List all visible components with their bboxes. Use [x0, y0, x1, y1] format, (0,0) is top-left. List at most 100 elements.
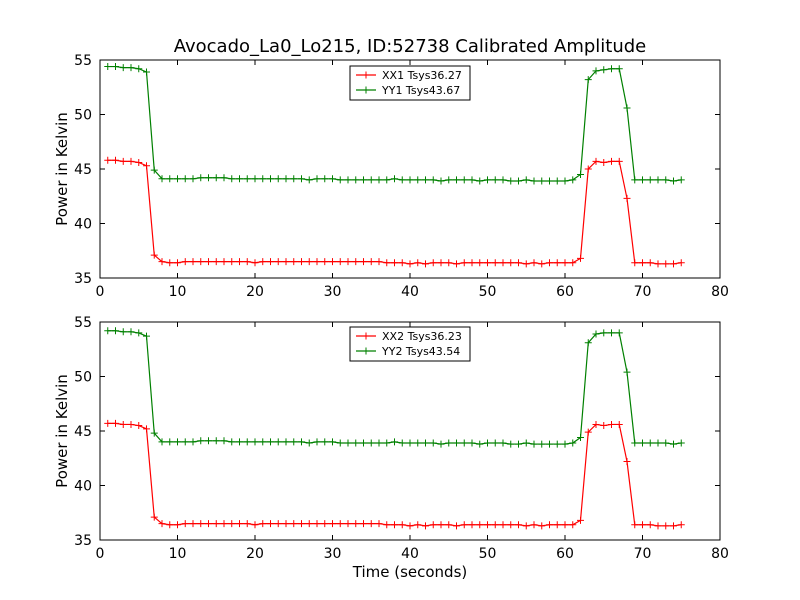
y-tick-label: 35	[74, 533, 92, 549]
data-point	[677, 259, 685, 267]
data-point	[344, 439, 352, 447]
data-point	[243, 258, 251, 266]
data-point	[677, 176, 685, 184]
data-point	[484, 259, 491, 267]
data-point	[135, 65, 143, 73]
data-point	[422, 260, 429, 268]
data-point	[267, 438, 274, 446]
y-tick-label: 50	[74, 108, 92, 124]
legend-label: YY1 Tsys43.67	[381, 84, 460, 97]
data-point	[646, 521, 654, 529]
legend: XX1 Tsys36.27 YY1 Tsys43.67	[349, 65, 471, 101]
data-point	[553, 440, 561, 448]
legend-label: XX2 Tsys36.23	[382, 330, 462, 343]
x-tick-label: 60	[556, 284, 574, 300]
data-point	[112, 156, 119, 164]
data-point	[608, 65, 615, 73]
data-point	[484, 439, 491, 447]
data-point	[507, 440, 515, 448]
x-tick-label: 50	[479, 284, 497, 300]
data-point	[615, 329, 623, 337]
data-point	[484, 521, 491, 529]
data-point	[662, 176, 670, 184]
data-point	[251, 259, 259, 267]
data-point	[197, 174, 205, 182]
data-point	[321, 258, 329, 266]
data-point	[112, 419, 119, 427]
data-point	[189, 258, 197, 266]
data-point	[429, 521, 437, 529]
data-point	[499, 176, 507, 184]
data-point	[290, 258, 298, 266]
data-point	[243, 520, 251, 528]
data-point	[104, 327, 112, 335]
data-point	[243, 438, 251, 446]
data-point	[205, 258, 212, 266]
data-point	[561, 440, 569, 448]
data-point	[197, 258, 205, 266]
data-point	[561, 521, 569, 529]
data-point	[181, 258, 189, 266]
data-point	[515, 177, 522, 185]
data-point	[569, 176, 577, 184]
data-point	[267, 258, 274, 266]
data-point	[158, 438, 166, 446]
data-point	[127, 157, 135, 165]
data-point	[639, 439, 646, 447]
data-point	[429, 259, 437, 267]
data-point	[143, 162, 150, 170]
data-point	[422, 439, 429, 447]
data-point	[522, 439, 530, 447]
data-point	[375, 176, 383, 184]
data-point	[453, 522, 460, 530]
data-point	[460, 521, 468, 529]
y-tick-label: 55	[74, 53, 92, 69]
data-point	[600, 66, 608, 74]
data-point	[189, 438, 197, 446]
data-point	[468, 176, 476, 184]
x-tick-label: 0	[96, 284, 105, 300]
data-point	[251, 438, 259, 446]
data-point	[522, 176, 530, 184]
data-point	[236, 258, 243, 266]
data-point	[228, 520, 236, 528]
data-point	[476, 259, 484, 267]
data-point	[282, 258, 290, 266]
data-point	[654, 260, 662, 268]
data-point	[654, 176, 662, 184]
data-point	[158, 258, 166, 266]
data-point	[135, 422, 143, 430]
data-point	[546, 440, 553, 448]
data-point	[135, 329, 143, 337]
x-tick-label: 10	[169, 284, 187, 300]
x-tick-label: 40	[401, 284, 419, 300]
data-point	[654, 439, 662, 447]
data-point	[220, 520, 228, 528]
x-axis-label: Time (seconds)	[352, 563, 468, 581]
data-point	[329, 258, 336, 266]
data-point	[670, 440, 677, 448]
data-point	[422, 176, 429, 184]
data-point	[158, 520, 166, 528]
data-point	[298, 520, 305, 528]
data-point	[344, 176, 352, 184]
data-point	[143, 332, 150, 340]
legend-label: YY2 Tsys43.54	[381, 345, 460, 358]
data-point	[615, 420, 623, 428]
data-point	[515, 259, 522, 267]
data-point	[507, 177, 515, 185]
data-point	[584, 339, 592, 347]
data-point	[631, 521, 639, 529]
legend-box	[349, 65, 471, 101]
data-point	[119, 157, 127, 165]
x-tick-label: 40	[401, 546, 419, 562]
data-point	[662, 260, 670, 268]
data-point	[538, 522, 546, 530]
data-point	[344, 258, 352, 266]
data-point	[305, 520, 313, 528]
data-point	[352, 520, 360, 528]
x-tick-label: 20	[246, 546, 264, 562]
data-point	[336, 176, 344, 184]
data-point	[313, 438, 321, 446]
data-point	[367, 439, 375, 447]
